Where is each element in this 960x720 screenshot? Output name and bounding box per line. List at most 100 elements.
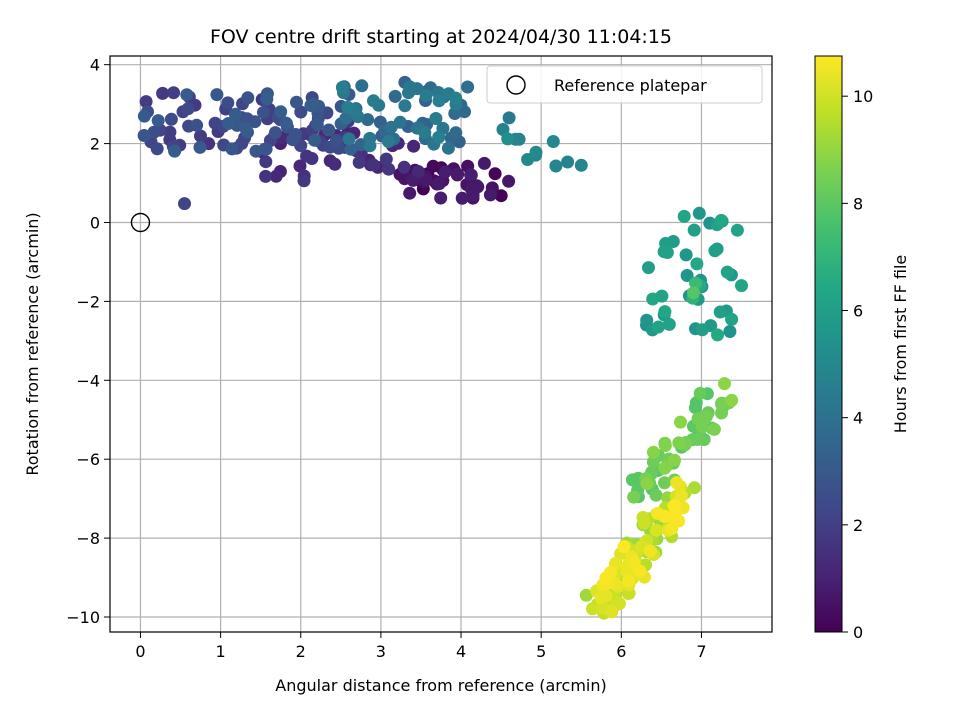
data-point <box>502 111 516 125</box>
data-point <box>339 111 353 125</box>
data-point <box>718 377 731 391</box>
data-point <box>432 94 446 108</box>
data-point <box>466 188 480 202</box>
data-point <box>649 523 663 537</box>
data-point <box>579 588 593 602</box>
data-point <box>167 86 181 100</box>
data-point <box>658 461 672 475</box>
data-point <box>625 473 639 487</box>
data-point <box>274 105 288 119</box>
chart-title: FOV centre drift starting at 2024/04/30 … <box>210 26 672 48</box>
data-point <box>646 292 660 306</box>
x-tick-label: 7 <box>696 642 706 661</box>
y-tick-label: −4 <box>76 371 100 390</box>
data-point <box>341 100 355 114</box>
legend: Reference platepar <box>486 65 763 104</box>
data-point <box>720 265 734 279</box>
data-point <box>458 105 471 119</box>
data-point <box>228 107 242 121</box>
data-point <box>662 317 676 331</box>
data-point <box>483 188 497 202</box>
data-point <box>725 393 739 407</box>
data-point <box>308 133 322 147</box>
data-point <box>657 245 671 259</box>
data-point <box>194 129 207 143</box>
y-tick-label: −8 <box>76 529 100 548</box>
data-point <box>181 102 195 116</box>
data-point <box>449 126 463 140</box>
data-point <box>156 86 170 100</box>
colorbar-tick-label: 2 <box>853 516 863 535</box>
data-point <box>403 186 417 200</box>
data-point <box>260 92 274 106</box>
colorbar-tick-label: 6 <box>853 302 863 321</box>
y-axis-label: Rotation from reference (arcmin) <box>23 212 42 475</box>
data-point <box>361 113 375 127</box>
data-point <box>658 509 672 523</box>
data-point <box>259 142 273 156</box>
data-point <box>397 160 411 174</box>
x-tick-label: 4 <box>456 642 466 661</box>
data-points <box>137 75 748 620</box>
data-point <box>713 305 727 319</box>
data-point <box>730 223 744 237</box>
data-point <box>640 313 654 327</box>
data-point <box>139 95 153 109</box>
data-point <box>300 149 314 163</box>
data-point <box>248 115 262 129</box>
legend-box <box>486 65 763 104</box>
data-point <box>637 516 651 530</box>
data-point <box>649 488 663 502</box>
data-point <box>382 135 395 148</box>
data-point <box>225 142 239 156</box>
data-point <box>137 129 151 142</box>
data-point <box>692 206 706 220</box>
data-point <box>574 158 588 172</box>
colorbar-label: Hours from first FF file <box>891 255 910 434</box>
data-point <box>715 406 728 420</box>
data-point <box>546 135 560 148</box>
data-point <box>651 320 665 334</box>
x-axis-label: Angular distance from reference (arcmin) <box>275 676 606 695</box>
data-point <box>432 130 446 144</box>
data-point <box>147 125 161 139</box>
data-point <box>163 125 177 139</box>
x-tick-label: 5 <box>536 642 546 661</box>
colorbar-tick-label: 8 <box>853 194 863 213</box>
data-point <box>633 564 647 578</box>
data-point <box>249 144 263 158</box>
data-point <box>640 477 654 491</box>
data-point <box>279 116 293 130</box>
data-point <box>419 173 433 187</box>
data-point <box>432 177 446 191</box>
data-point <box>398 99 412 113</box>
data-point <box>735 279 748 293</box>
data-point <box>617 540 631 554</box>
data-point <box>674 489 688 503</box>
data-point <box>549 159 563 173</box>
data-point <box>512 132 526 146</box>
data-point <box>289 128 303 141</box>
data-point <box>627 490 641 504</box>
data-point <box>667 499 681 513</box>
data-point <box>168 144 182 158</box>
data-point <box>658 476 671 490</box>
data-point <box>269 169 283 183</box>
colorbar-tick-label: 0 <box>853 623 863 642</box>
data-point <box>672 436 686 450</box>
data-point <box>687 223 701 237</box>
data-point <box>674 415 687 429</box>
data-point <box>352 155 366 169</box>
colorbar-gradient <box>814 55 843 633</box>
colorbar: 0 2 4 6 8 10 Hours from first FF file <box>814 55 910 642</box>
data-point <box>418 126 432 140</box>
data-point <box>488 167 502 181</box>
data-point <box>658 439 672 452</box>
data-point <box>290 95 303 109</box>
data-point <box>599 589 613 603</box>
reference-marker <box>130 212 151 233</box>
data-point <box>690 257 704 271</box>
y-tick-label: −10 <box>66 608 100 627</box>
x-tick-label: 0 <box>135 642 145 661</box>
data-point <box>221 117 235 130</box>
